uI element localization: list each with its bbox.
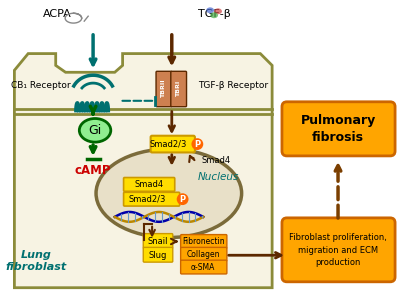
Text: CB₁ Receptor: CB₁ Receptor: [12, 80, 71, 90]
Text: TBRI: TBRI: [176, 81, 181, 97]
Ellipse shape: [79, 118, 111, 142]
Text: ACPA: ACPA: [43, 9, 72, 19]
Text: Fibroblast proliferation,
migration and ECM
production: Fibroblast proliferation, migration and …: [289, 233, 387, 267]
FancyBboxPatch shape: [124, 178, 175, 191]
Text: Lung
fibroblast: Lung fibroblast: [6, 250, 67, 272]
Text: Snail: Snail: [148, 237, 168, 246]
FancyBboxPatch shape: [143, 234, 173, 248]
Text: Gi: Gi: [88, 124, 102, 137]
FancyBboxPatch shape: [181, 235, 227, 248]
Ellipse shape: [210, 12, 218, 18]
Text: Slug: Slug: [149, 251, 167, 260]
Text: cAMP: cAMP: [75, 164, 111, 177]
Ellipse shape: [214, 8, 222, 14]
Text: Smad2/3: Smad2/3: [149, 140, 186, 149]
FancyBboxPatch shape: [171, 71, 186, 107]
Text: Smad2/3: Smad2/3: [128, 195, 166, 204]
FancyBboxPatch shape: [181, 260, 227, 274]
FancyBboxPatch shape: [124, 192, 180, 206]
Ellipse shape: [206, 7, 214, 13]
Text: α-SMA: α-SMA: [191, 263, 216, 271]
Text: Nucleus: Nucleus: [197, 172, 239, 181]
FancyBboxPatch shape: [181, 247, 227, 261]
FancyBboxPatch shape: [151, 136, 195, 152]
FancyBboxPatch shape: [156, 71, 172, 107]
Text: P: P: [180, 195, 186, 204]
Text: Fibronectin: Fibronectin: [182, 237, 224, 246]
FancyBboxPatch shape: [143, 247, 173, 262]
Text: Pulmonary
fibrosis: Pulmonary fibrosis: [300, 114, 376, 144]
Text: TGF-β Receptor: TGF-β Receptor: [198, 80, 268, 90]
Text: Collagen: Collagen: [186, 250, 220, 259]
FancyBboxPatch shape: [282, 218, 395, 282]
Text: TBRII: TBRII: [162, 80, 166, 98]
PathPatch shape: [14, 54, 272, 288]
Ellipse shape: [177, 193, 188, 205]
Text: Smad4: Smad4: [201, 156, 230, 165]
Text: P: P: [194, 140, 200, 149]
Ellipse shape: [192, 138, 203, 150]
FancyBboxPatch shape: [282, 102, 395, 156]
Text: TGF-β: TGF-β: [198, 9, 231, 19]
Ellipse shape: [96, 149, 242, 237]
Text: Smad4: Smad4: [134, 180, 164, 189]
